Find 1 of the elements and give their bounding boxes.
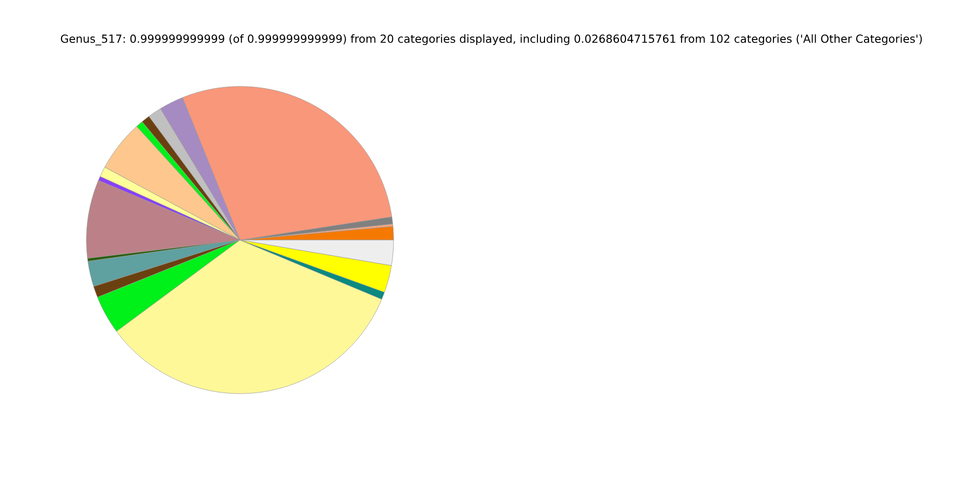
text: Genus_517: 0.999999999999 (of 0.999999999999) from 20 categories displayed, including 0.0268604715761 from 102 categories ('All Other Categories') <box>60 34 922 46</box>
